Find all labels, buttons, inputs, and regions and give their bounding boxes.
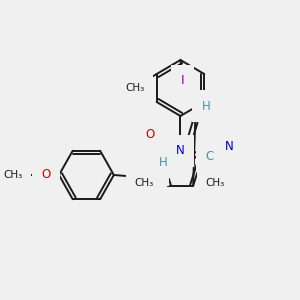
Text: O: O — [146, 128, 155, 142]
Text: N: N — [176, 145, 185, 158]
Text: N: N — [151, 164, 159, 176]
Text: I: I — [181, 74, 184, 88]
Text: CH₃: CH₃ — [125, 83, 145, 93]
Text: C: C — [206, 149, 214, 163]
Text: CH₃: CH₃ — [135, 178, 154, 188]
Text: H: H — [202, 100, 210, 112]
Text: CH₃: CH₃ — [4, 170, 23, 180]
Text: O: O — [42, 169, 51, 182]
Text: H: H — [158, 155, 167, 169]
Text: N: N — [225, 140, 234, 152]
Text: CH₃: CH₃ — [205, 178, 224, 188]
